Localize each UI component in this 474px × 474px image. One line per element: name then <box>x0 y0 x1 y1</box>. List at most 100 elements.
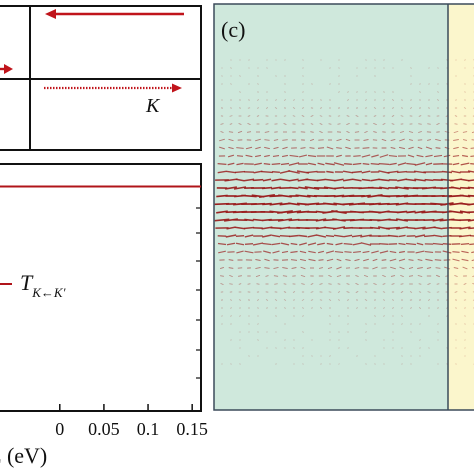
field-dash <box>301 299 305 301</box>
field-dash <box>460 178 470 182</box>
field-dash <box>472 283 474 285</box>
field-dash <box>256 283 260 285</box>
field-dash <box>408 146 414 150</box>
field-dash <box>326 258 334 262</box>
field-dash <box>462 154 468 158</box>
field-dash <box>382 123 386 125</box>
field-dash <box>437 99 439 101</box>
field-dash <box>291 267 297 269</box>
field-dash <box>318 259 324 261</box>
field-dash <box>228 267 234 269</box>
field-dash <box>414 162 426 166</box>
field-dash <box>288 170 300 174</box>
field-dash <box>409 107 413 109</box>
field-dash <box>309 138 315 142</box>
field-dash <box>329 355 331 357</box>
field-dash <box>262 178 272 182</box>
field-dash <box>379 243 389 245</box>
field-dash <box>418 307 422 309</box>
field-dash <box>234 226 246 230</box>
field-dash <box>383 315 385 317</box>
field-dash <box>400 283 404 285</box>
field-dash <box>442 226 452 230</box>
field-dash <box>307 162 317 166</box>
field-dash <box>352 178 362 182</box>
field-dash <box>390 146 396 150</box>
field-dash <box>277 218 293 222</box>
field-dash <box>427 299 431 301</box>
field-dash <box>307 242 317 246</box>
field-dash <box>452 155 460 157</box>
field-dash <box>453 146 459 150</box>
field-dash <box>326 146 334 150</box>
field-dash <box>354 131 360 133</box>
field-dash <box>290 250 298 254</box>
field-dash <box>382 291 386 293</box>
field-dash <box>262 202 272 206</box>
field-dash <box>256 107 260 109</box>
field-dash <box>283 123 287 125</box>
field-dash <box>293 99 295 101</box>
field-dash <box>289 234 299 238</box>
field-dash <box>244 250 254 254</box>
field-dash <box>467 186 474 189</box>
field-dash <box>463 291 467 293</box>
field-dash <box>264 154 270 158</box>
field-dash <box>373 123 377 125</box>
field-dash <box>219 266 225 270</box>
field-dash <box>433 154 443 158</box>
field-dash <box>261 170 273 174</box>
field-dash <box>281 154 289 158</box>
field-dash <box>234 170 246 174</box>
field-dash <box>391 99 395 101</box>
field-dash <box>298 186 308 190</box>
field-dash <box>309 147 315 149</box>
field-dash <box>220 275 224 277</box>
field-dash <box>306 170 318 174</box>
field-dash <box>351 234 363 238</box>
field-dash <box>401 323 403 325</box>
field-dash <box>310 291 314 293</box>
field-dash <box>463 123 467 125</box>
field-dash <box>325 250 335 254</box>
field-dash <box>289 154 299 158</box>
field-dash <box>361 178 371 182</box>
field-dash <box>440 202 454 206</box>
field-dash <box>378 162 390 166</box>
field-dash <box>398 242 406 246</box>
field-dash <box>390 275 396 277</box>
field-dash <box>471 139 474 141</box>
field-dash <box>319 267 323 269</box>
field-dash <box>270 186 282 190</box>
field-dash <box>391 307 395 309</box>
field-dash <box>444 266 450 270</box>
field-dash <box>255 138 261 142</box>
field-dash <box>277 210 293 214</box>
field-dash <box>255 146 261 150</box>
field-dash <box>336 266 342 270</box>
field-dash <box>235 178 245 182</box>
k-label: K <box>146 95 160 117</box>
field-dash <box>236 162 244 166</box>
field-dash <box>239 91 241 93</box>
field-dash <box>265 299 269 301</box>
field-dash <box>451 170 461 174</box>
field-dash <box>382 274 386 278</box>
field-dash <box>255 266 261 270</box>
field-dash <box>214 218 230 222</box>
field-dash <box>361 194 371 198</box>
field-dash <box>354 258 360 262</box>
field-dash <box>235 242 245 246</box>
field-dash <box>247 123 251 125</box>
field-dash <box>319 115 323 117</box>
field-panel-green-region <box>214 4 448 410</box>
field-dash <box>424 234 434 238</box>
field-dash <box>441 170 453 174</box>
field-dash <box>391 123 395 125</box>
field-dash <box>472 299 474 301</box>
field-dash <box>334 251 344 253</box>
field-dash <box>279 234 291 238</box>
field-dash <box>310 283 314 285</box>
field-dash <box>471 131 474 134</box>
